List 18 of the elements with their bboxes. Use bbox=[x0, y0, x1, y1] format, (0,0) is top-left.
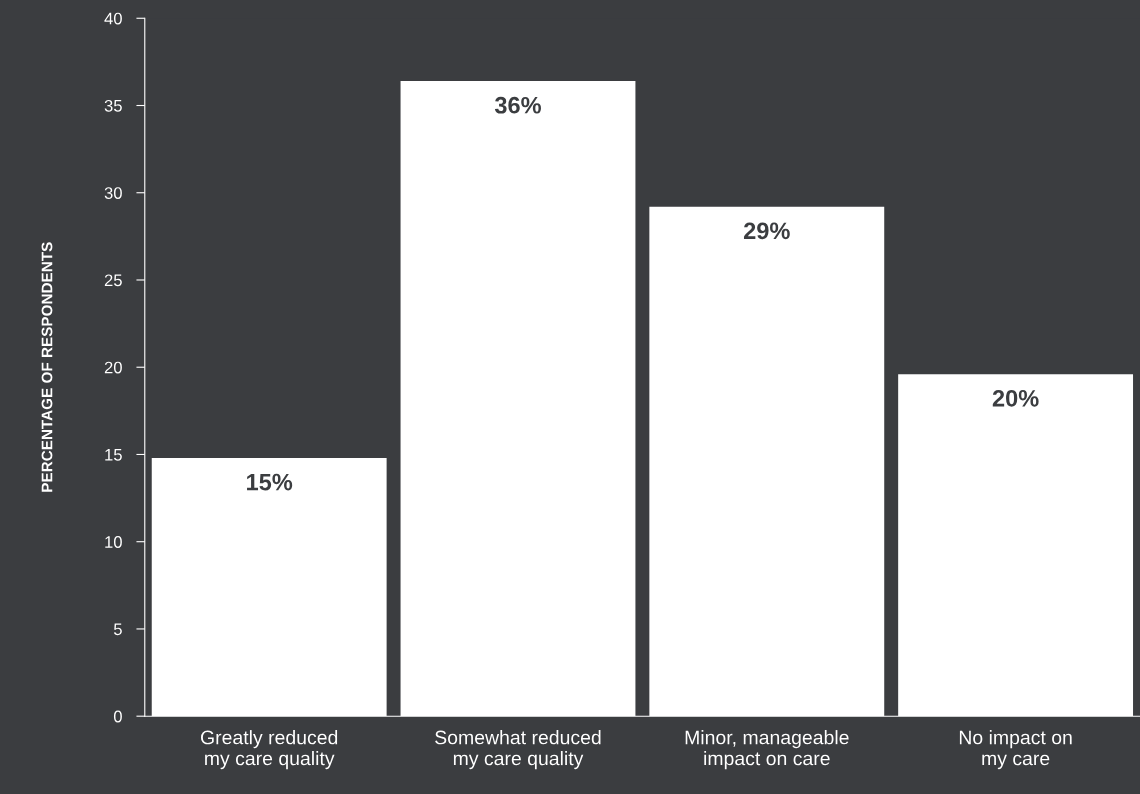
data-label: 36% bbox=[494, 96, 541, 114]
y-tick-label: 0 bbox=[113, 710, 122, 723]
data-label: 29% bbox=[743, 222, 790, 240]
y-tick-label: 10 bbox=[105, 536, 122, 548]
y-tick-label: 25 bbox=[104, 274, 122, 287]
data-label: 20% bbox=[992, 389, 1039, 407]
data-label: 15% bbox=[247, 473, 293, 491]
y-tick-label: 40 bbox=[104, 12, 122, 25]
y-tick-label: 20 bbox=[104, 361, 122, 374]
x-tick-label: Greatly reduced my care quality bbox=[200, 730, 338, 770]
x-tick-label: Minor, manageable impact on care bbox=[685, 730, 849, 770]
y-tick-label: 35 bbox=[104, 99, 122, 112]
y-axis-title: PERCENTAGE OF RESPONDENTS bbox=[41, 242, 53, 492]
y-tick-label: 30 bbox=[104, 187, 122, 199]
x-tick-label: No impact on my care bbox=[959, 730, 1072, 770]
y-tick-label: 5 bbox=[113, 623, 122, 636]
x-tick-label: Somewhat reduced my care quality bbox=[435, 730, 601, 770]
y-tick-label: 15 bbox=[105, 449, 122, 461]
